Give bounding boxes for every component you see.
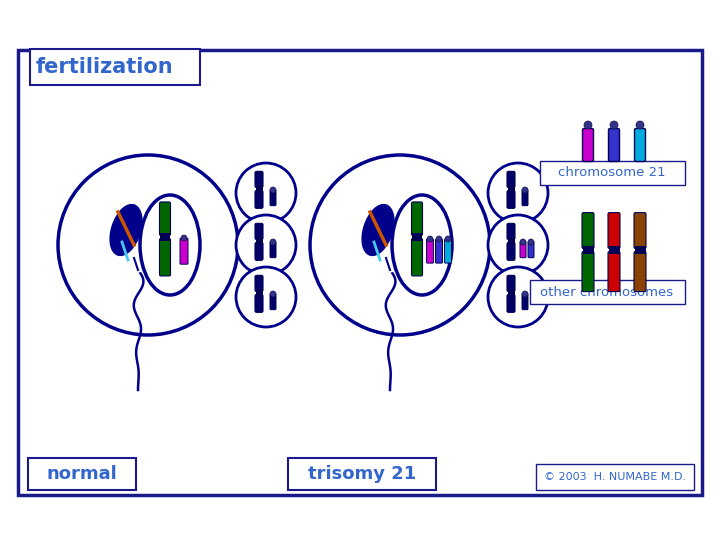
FancyBboxPatch shape xyxy=(255,242,263,260)
FancyBboxPatch shape xyxy=(608,252,620,292)
Text: other chromosomes: other chromosomes xyxy=(541,286,674,299)
FancyBboxPatch shape xyxy=(507,275,515,292)
FancyBboxPatch shape xyxy=(30,49,200,85)
FancyBboxPatch shape xyxy=(444,239,451,263)
FancyBboxPatch shape xyxy=(582,213,594,248)
Circle shape xyxy=(181,235,187,241)
Circle shape xyxy=(445,236,451,242)
Circle shape xyxy=(270,239,276,245)
FancyBboxPatch shape xyxy=(634,246,646,254)
FancyBboxPatch shape xyxy=(608,246,619,254)
FancyBboxPatch shape xyxy=(507,171,515,187)
FancyBboxPatch shape xyxy=(256,289,263,297)
Text: normal: normal xyxy=(47,465,117,483)
FancyBboxPatch shape xyxy=(28,458,136,490)
FancyBboxPatch shape xyxy=(255,294,263,312)
Circle shape xyxy=(310,155,490,335)
Ellipse shape xyxy=(110,205,142,255)
Circle shape xyxy=(488,215,548,275)
Text: © 2003  H. NUMABE M.D.: © 2003 H. NUMABE M.D. xyxy=(544,472,686,482)
Text: fertilization: fertilization xyxy=(36,57,174,77)
Circle shape xyxy=(270,187,276,193)
Circle shape xyxy=(522,291,528,297)
FancyBboxPatch shape xyxy=(270,190,276,206)
FancyBboxPatch shape xyxy=(530,280,685,304)
Circle shape xyxy=(610,121,618,129)
FancyBboxPatch shape xyxy=(160,233,170,241)
FancyBboxPatch shape xyxy=(255,171,263,187)
FancyBboxPatch shape xyxy=(18,50,702,495)
FancyBboxPatch shape xyxy=(608,129,619,161)
Circle shape xyxy=(436,236,442,242)
Circle shape xyxy=(270,291,276,297)
FancyBboxPatch shape xyxy=(508,289,515,297)
FancyBboxPatch shape xyxy=(634,252,646,292)
Circle shape xyxy=(528,239,534,245)
FancyBboxPatch shape xyxy=(507,191,515,208)
FancyBboxPatch shape xyxy=(255,224,263,240)
FancyBboxPatch shape xyxy=(634,129,646,161)
FancyBboxPatch shape xyxy=(255,191,263,208)
Circle shape xyxy=(488,163,548,223)
FancyBboxPatch shape xyxy=(507,242,515,260)
FancyBboxPatch shape xyxy=(520,242,526,258)
FancyBboxPatch shape xyxy=(256,185,263,193)
FancyBboxPatch shape xyxy=(507,294,515,312)
FancyBboxPatch shape xyxy=(270,242,276,258)
FancyBboxPatch shape xyxy=(508,185,515,193)
FancyBboxPatch shape xyxy=(256,237,263,245)
Circle shape xyxy=(636,121,644,129)
FancyBboxPatch shape xyxy=(412,202,423,235)
Circle shape xyxy=(520,239,526,245)
FancyBboxPatch shape xyxy=(608,213,620,248)
FancyBboxPatch shape xyxy=(270,294,276,310)
FancyBboxPatch shape xyxy=(507,224,515,240)
Text: chromosome 21: chromosome 21 xyxy=(558,166,666,179)
Circle shape xyxy=(236,267,296,327)
Circle shape xyxy=(236,215,296,275)
FancyBboxPatch shape xyxy=(412,233,422,241)
Circle shape xyxy=(236,163,296,223)
FancyBboxPatch shape xyxy=(508,237,515,245)
FancyBboxPatch shape xyxy=(522,190,528,206)
Circle shape xyxy=(488,267,548,327)
FancyBboxPatch shape xyxy=(528,242,534,258)
FancyBboxPatch shape xyxy=(412,239,423,276)
FancyBboxPatch shape xyxy=(634,213,646,248)
Ellipse shape xyxy=(362,205,394,255)
Ellipse shape xyxy=(140,195,200,295)
FancyBboxPatch shape xyxy=(582,252,594,292)
Ellipse shape xyxy=(392,195,452,295)
FancyBboxPatch shape xyxy=(582,129,593,161)
Text: trisomy 21: trisomy 21 xyxy=(308,465,416,483)
FancyBboxPatch shape xyxy=(180,238,188,264)
FancyBboxPatch shape xyxy=(255,275,263,292)
Circle shape xyxy=(584,121,592,129)
FancyBboxPatch shape xyxy=(160,202,171,235)
FancyBboxPatch shape xyxy=(160,239,171,276)
Circle shape xyxy=(522,187,528,193)
FancyBboxPatch shape xyxy=(426,239,433,263)
Circle shape xyxy=(427,236,433,242)
FancyBboxPatch shape xyxy=(536,464,694,490)
FancyBboxPatch shape xyxy=(436,239,443,263)
FancyBboxPatch shape xyxy=(522,294,528,310)
Circle shape xyxy=(58,155,238,335)
FancyBboxPatch shape xyxy=(540,161,685,185)
FancyBboxPatch shape xyxy=(288,458,436,490)
FancyBboxPatch shape xyxy=(582,246,593,254)
